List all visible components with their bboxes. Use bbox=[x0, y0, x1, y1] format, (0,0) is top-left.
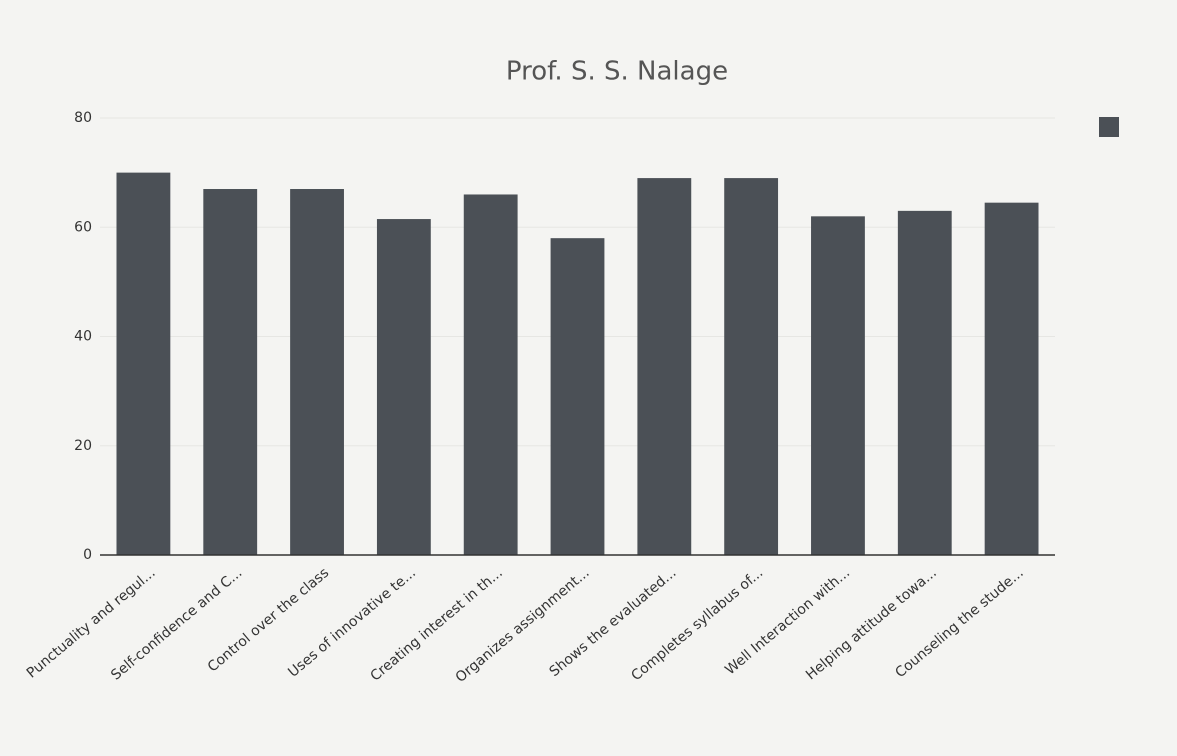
y-tick-label: 60 bbox=[74, 219, 92, 235]
y-tick-label: 0 bbox=[83, 547, 92, 563]
y-tick-label: 20 bbox=[74, 438, 92, 454]
bar bbox=[290, 189, 344, 555]
bar bbox=[984, 202, 1039, 555]
chart-title: Prof. S. S. Nalage bbox=[506, 57, 728, 87]
bar bbox=[203, 189, 258, 555]
y-tick-label: 80 bbox=[74, 110, 92, 126]
bar bbox=[376, 219, 431, 555]
bar bbox=[637, 178, 692, 555]
y-tick-label: 40 bbox=[74, 329, 92, 345]
bar bbox=[116, 172, 171, 555]
bar bbox=[550, 238, 605, 556]
bar bbox=[724, 178, 779, 555]
bar bbox=[463, 194, 518, 555]
legend-swatch bbox=[1099, 117, 1119, 137]
bar bbox=[811, 216, 865, 555]
bar bbox=[897, 210, 952, 556]
